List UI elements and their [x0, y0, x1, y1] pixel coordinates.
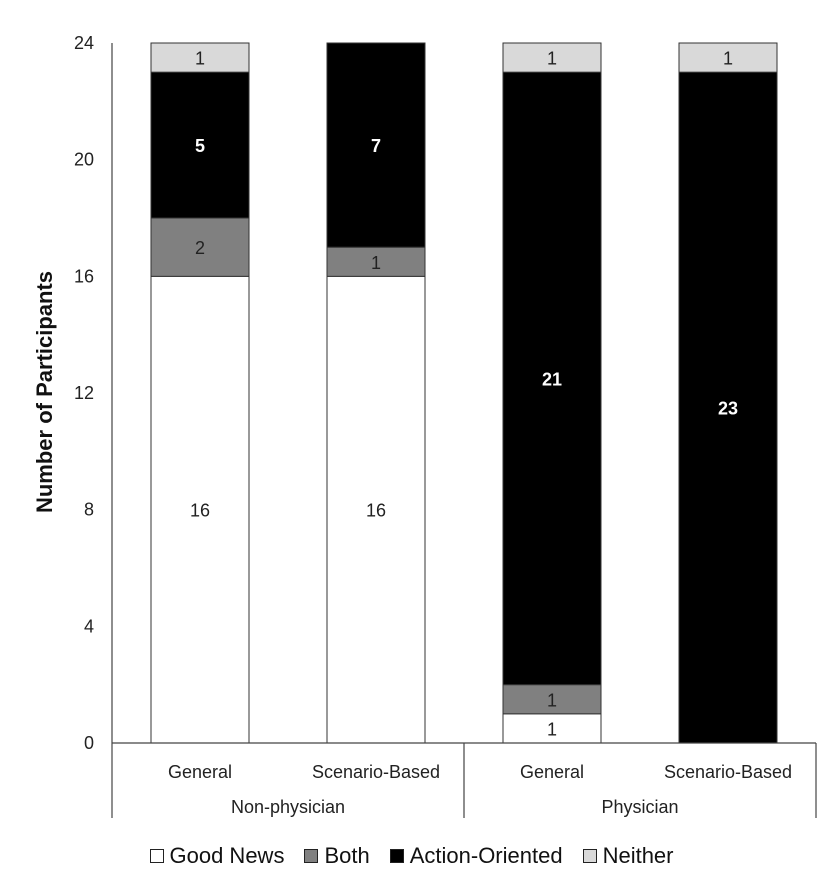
x-group-label: Non-physician	[231, 797, 345, 817]
legend-swatch	[304, 849, 319, 863]
data-label: 16	[366, 501, 386, 521]
legend-swatch	[389, 849, 404, 863]
y-axis-label: Number of Participants	[32, 271, 57, 513]
legend-swatch	[149, 849, 164, 863]
x-category-label: General	[168, 762, 232, 782]
bar-segment-action-oriented	[150, 71, 250, 219]
legend-label: Both	[324, 843, 370, 868]
x-category-label: Scenario-Based	[312, 762, 440, 782]
bar-segment-action-oriented	[678, 71, 778, 744]
legend-swatch	[582, 849, 597, 863]
legend-label: Neither	[602, 843, 674, 868]
legend-label: Good News	[169, 843, 285, 868]
y-tick-label: 8	[84, 500, 94, 520]
bar-segment-good-news	[150, 275, 250, 744]
legend-label: Action-Oriented	[409, 843, 563, 868]
data-label: 1	[371, 253, 381, 273]
bar-segment-action-oriented	[326, 42, 426, 248]
bar-segment-neither	[150, 42, 250, 73]
y-tick-label: 4	[84, 616, 94, 636]
legend: Good News Both Action-Oriented Neither	[0, 838, 823, 874]
bar-segment-neither	[502, 42, 602, 73]
data-label: 21	[542, 369, 562, 389]
x-category-label: General	[520, 762, 584, 782]
bar-segment-both	[326, 246, 426, 277]
y-axis: 0 4 8 12 16 20 24	[74, 33, 113, 753]
bar-segment-good-news	[326, 275, 426, 744]
legend-item: Good News	[149, 843, 285, 869]
data-label: 2	[195, 238, 205, 258]
data-label: 1	[547, 49, 557, 69]
y-tick-label: 20	[74, 150, 94, 170]
bar-segment-both	[150, 217, 250, 277]
data-label: 1	[547, 719, 557, 739]
y-tick-label: 16	[74, 266, 94, 286]
x-category-label: Scenario-Based	[664, 762, 792, 782]
data-label: 1	[195, 49, 205, 69]
data-label: 1	[547, 690, 557, 710]
y-tick-label: 24	[74, 33, 94, 53]
data-label: 1	[723, 49, 733, 69]
data-label: 7	[371, 136, 381, 156]
data-label: 23	[718, 399, 738, 419]
data-label: 5	[195, 136, 205, 156]
bar-segment-action-oriented	[502, 71, 602, 686]
x-axis: General Scenario-Based Non-physician Genera…	[111, 742, 817, 818]
legend-item: Action-Oriented	[389, 843, 563, 869]
x-group-label: Physician	[601, 797, 678, 817]
y-tick-label: 0	[84, 733, 94, 753]
data-label: 16	[190, 501, 210, 521]
y-tick-label: 12	[74, 383, 94, 403]
legend-item: Both	[304, 843, 370, 869]
legend-item: Neither	[582, 843, 674, 869]
bar-segment-neither	[678, 42, 778, 73]
bars: 16 2 5 1 16 1 7 1 1 21 1 23 1	[150, 42, 778, 744]
